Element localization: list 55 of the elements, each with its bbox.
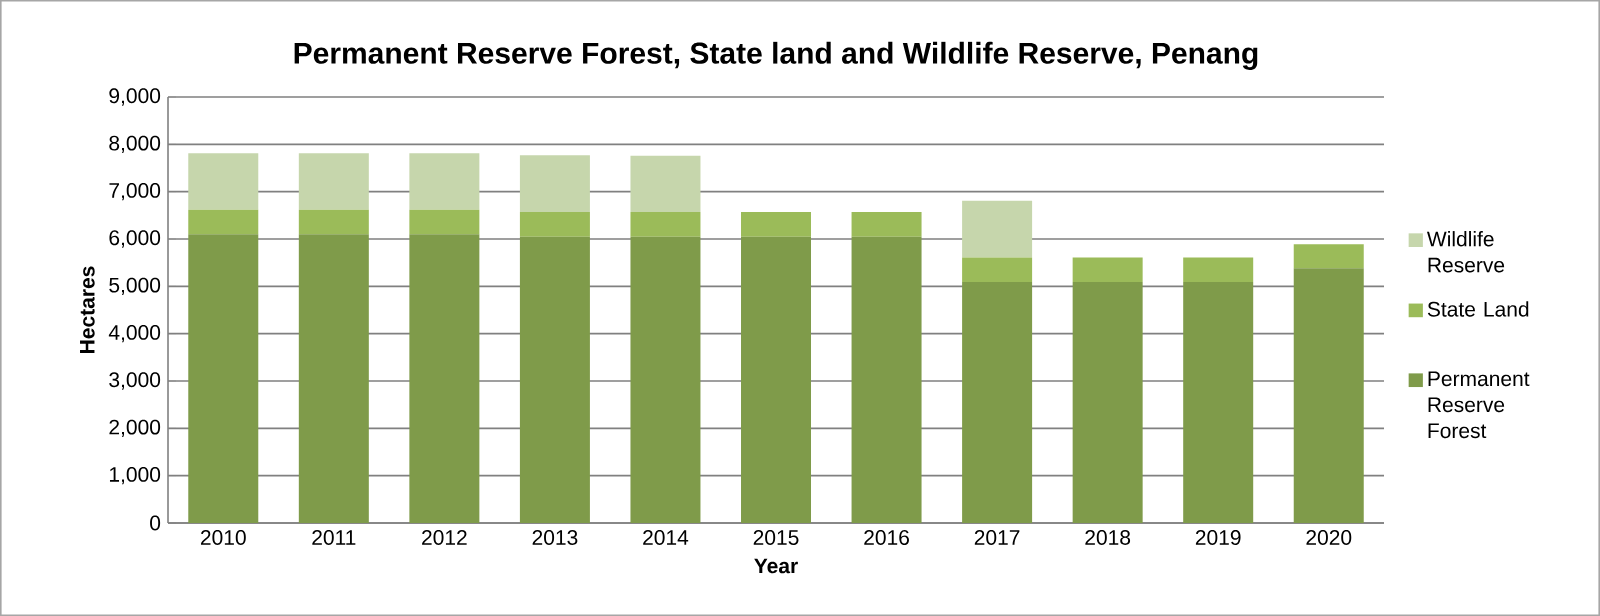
bar (298, 209, 369, 235)
x-tick-label: 2013 (532, 530, 578, 545)
bar (851, 212, 922, 237)
y-tick-label: 2,000 (109, 419, 161, 438)
bar (630, 236, 701, 523)
bar (519, 212, 590, 237)
bar (409, 153, 480, 210)
bar (298, 234, 369, 523)
bar (962, 282, 1033, 523)
x-tick-label: 2017 (974, 530, 1020, 545)
x-tick-label: 2014 (643, 530, 689, 545)
bar (1293, 244, 1364, 269)
bar (962, 200, 1033, 258)
bar (1072, 257, 1143, 283)
x-tick-label: 2020 (1306, 530, 1352, 545)
chart-title: Permanent Reserve Forest, State land and Wildlife Reserve, Penang (294, 41, 1258, 70)
legend-label: Permanent Reserve Forest (1428, 371, 1530, 439)
x-tick-label: 2015 (753, 530, 799, 545)
bar (1183, 282, 1254, 523)
x-tick-label: 2010 (200, 530, 246, 545)
y-tick-label: 4,000 (108, 325, 161, 343)
y-tick-label: 9,000 (109, 88, 161, 106)
bar (188, 209, 259, 235)
y-tick-label: 6,000 (109, 230, 161, 248)
bar (188, 153, 259, 210)
x-tick-label: 2011 (312, 530, 356, 545)
bar (298, 153, 369, 210)
bar (962, 257, 1033, 283)
bar (1072, 282, 1143, 523)
x-tick-label: 2012 (422, 530, 467, 545)
x-axis-title: Year (754, 558, 798, 574)
y-axis-title: Hectares (80, 266, 95, 353)
bar (741, 212, 812, 237)
bar (630, 212, 701, 237)
y-tick-label: 0 (150, 515, 161, 531)
x-tick-label: 2018 (1085, 530, 1131, 545)
bar (851, 236, 922, 523)
y-tick-label: 3,000 (109, 372, 161, 390)
bar (409, 209, 480, 235)
legend-label: State Land (1427, 301, 1529, 317)
bar (409, 234, 480, 523)
x-tick-label: 2016 (864, 530, 909, 545)
y-tick-label: 5,000 (109, 277, 161, 296)
bar (519, 155, 590, 213)
bar (1183, 257, 1254, 283)
legend-label: Wildlife Reserve (1426, 231, 1505, 273)
y-tick-label: 1,000 (109, 467, 161, 485)
bar (519, 236, 590, 523)
x-tick-label: 2019 (1195, 530, 1241, 545)
bar (630, 155, 701, 213)
bar (1293, 268, 1364, 523)
bar (741, 236, 812, 523)
bar (188, 234, 259, 523)
y-tick-label: 7,000 (109, 183, 161, 201)
y-tick-label: 8,000 (109, 135, 161, 154)
